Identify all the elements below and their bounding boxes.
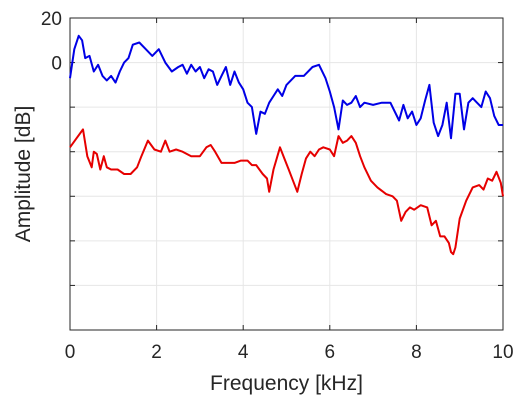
series-line-2 xyxy=(69,128,504,256)
data-series xyxy=(69,34,504,256)
x-axis-label: Frequency [kHz] xyxy=(210,372,363,395)
x-tick-label: 8 xyxy=(411,342,422,363)
axis-ticks xyxy=(69,17,504,331)
y-axis-label: Amplitude [dB] xyxy=(12,106,35,243)
x-tick-label: 0 xyxy=(65,342,76,363)
x-tick-label: 2 xyxy=(151,342,162,363)
x-tick-label: 6 xyxy=(325,342,336,363)
series-line-1 xyxy=(69,34,503,140)
plot-area xyxy=(69,17,504,331)
grid-lines xyxy=(69,17,504,331)
y-tick-label: 0 xyxy=(51,54,62,75)
y-tick-labels: 0 20 xyxy=(41,9,62,75)
x-tick-labels: 0 2 4 6 8 10 xyxy=(65,342,514,363)
y-tick-label: 20 xyxy=(41,9,62,30)
x-tick-label: 4 xyxy=(238,342,249,363)
x-tick-label: 10 xyxy=(492,342,513,363)
